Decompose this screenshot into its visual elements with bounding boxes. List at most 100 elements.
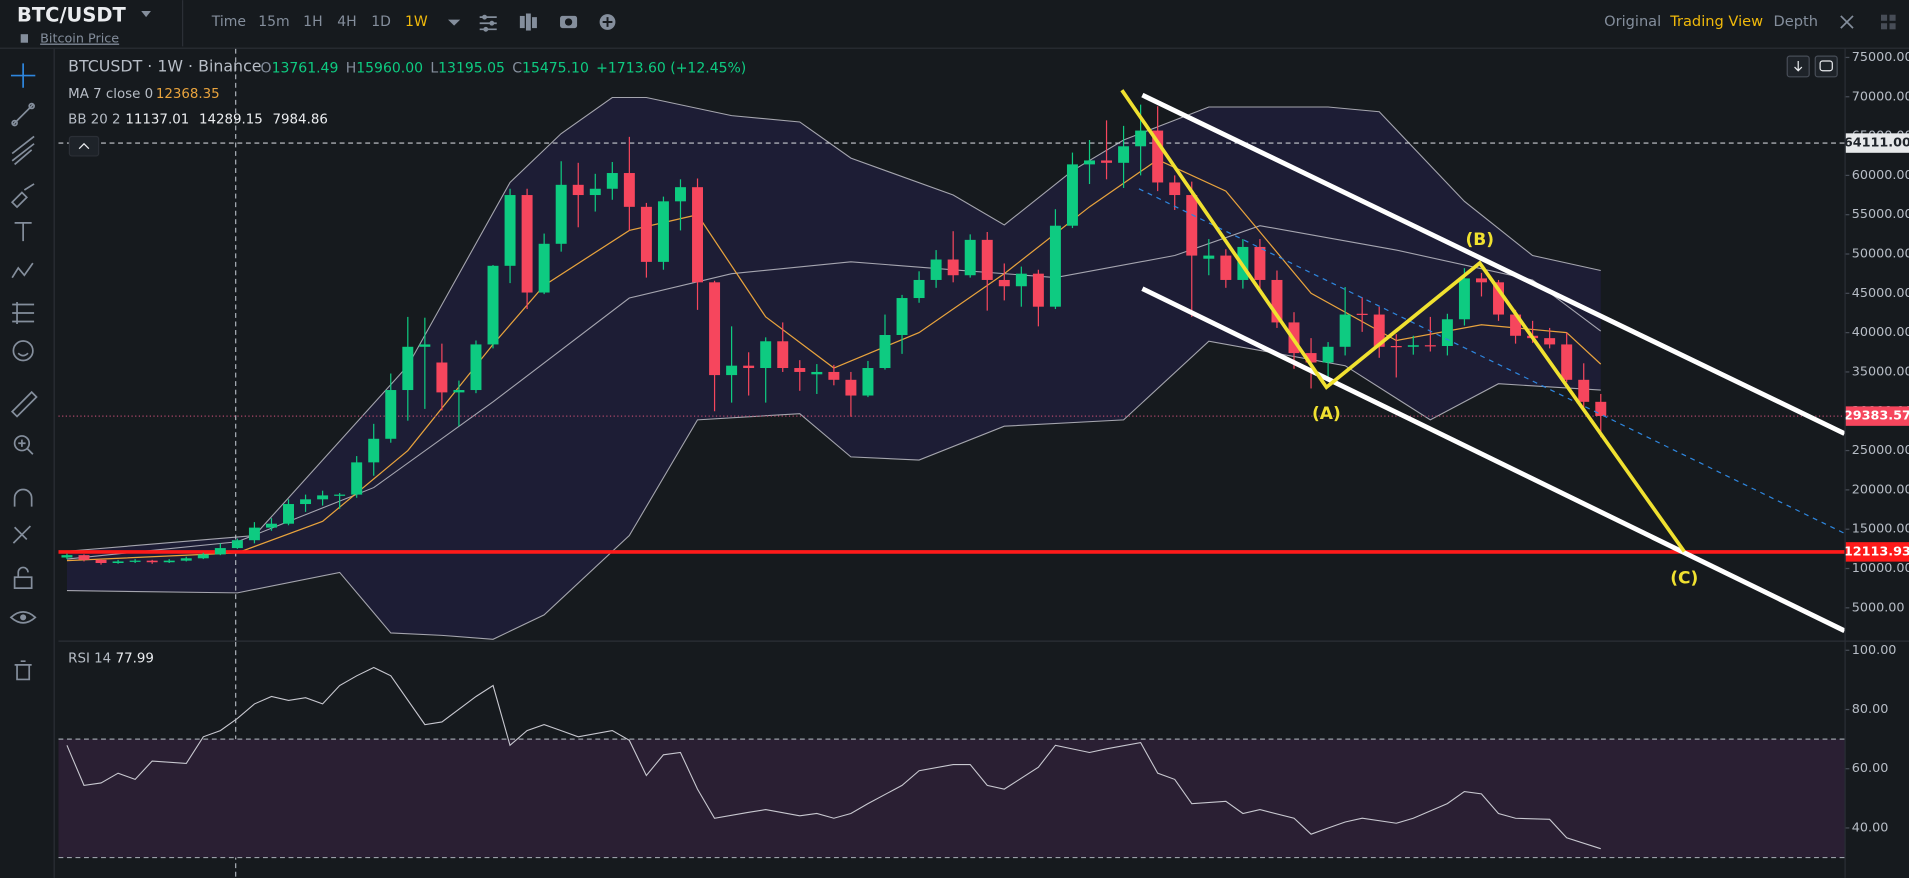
brush-tool[interactable] (10, 183, 35, 209)
ohlc-key: C (512, 60, 522, 76)
ma-label: MA 7 close 0 (68, 87, 153, 102)
candle-body (777, 341, 789, 369)
interval-dropdown[interactable] (448, 19, 461, 26)
candle-body (692, 187, 704, 283)
candle-body (1424, 345, 1436, 347)
ohlc-key: H (346, 60, 357, 76)
interval-button[interactable]: 1W (405, 14, 428, 30)
screenshot-icon[interactable] (560, 15, 578, 29)
view-button[interactable]: Trading View (1669, 13, 1763, 30)
view-button[interactable]: Depth (1774, 13, 1818, 30)
y-tick-label: 45000.00 (1852, 286, 1909, 301)
candle-body (862, 368, 874, 396)
candle-body (334, 494, 346, 496)
rsi-tick-label: 100.00 (1852, 643, 1897, 658)
rsi-value: 77.99 (116, 652, 154, 667)
pattern-tool[interactable] (11, 262, 34, 279)
y-tick-label: 60000.00 (1852, 168, 1909, 183)
y-tick-label: 70000.00 (1852, 89, 1909, 104)
y-tick-label: 75000.00 (1852, 50, 1909, 65)
measure-tool[interactable] (12, 302, 35, 324)
candle-body (589, 188, 601, 196)
trendline-tool[interactable] (11, 102, 35, 127)
candle-body (1271, 279, 1283, 323)
candle-body (879, 334, 891, 369)
subtitle-link[interactable]: Bitcoin Price (40, 32, 119, 47)
y-tick-label: 25000.00 (1852, 443, 1909, 458)
view-button[interactable]: Original (1604, 13, 1661, 30)
bb-value: 11137.01 (125, 112, 189, 127)
candle-body (709, 282, 721, 376)
settings-button[interactable] (1814, 55, 1838, 78)
add-icon[interactable] (599, 14, 616, 30)
candle-body (1407, 345, 1419, 347)
ohlc-value: 13195.05 (438, 60, 505, 76)
magnet-tool[interactable] (13, 488, 33, 507)
interval-button[interactable]: 1D (371, 14, 391, 30)
candle-body (657, 201, 669, 262)
candle-body (1084, 160, 1095, 165)
candle-body (896, 298, 908, 335)
price-label-box (1845, 406, 1909, 426)
ruler-tool[interactable] (10, 390, 38, 418)
candle-body (112, 561, 124, 564)
candle-body (487, 265, 499, 345)
symbol[interactable]: BTC/USDT (17, 3, 127, 26)
price-label-box (1845, 133, 1909, 153)
candle-body (1118, 146, 1130, 163)
candle-body (146, 560, 158, 563)
candle-body (1322, 346, 1334, 363)
interval-button[interactable]: 4H (337, 14, 356, 30)
rsi-tick-label: 60.00 (1852, 761, 1889, 776)
legend-ohlc: O13761.49 H15960.00 L13195.05 C15475.10 +171… (261, 60, 747, 76)
y-tick-label: 55000.00 (1852, 207, 1909, 222)
candle-body (947, 259, 959, 276)
crosshair-tool[interactable] (10, 63, 36, 88)
price-label: 29383.57 (1844, 409, 1909, 424)
ohlc-value: 15960.00 (356, 60, 423, 76)
bollinger-middle (66, 225, 1602, 560)
fib-tool[interactable] (11, 135, 35, 166)
indicator-icon[interactable] (479, 14, 497, 32)
candle-body (1373, 314, 1385, 347)
rsi-tick-label: 40.00 (1852, 820, 1889, 835)
rsi-line (66, 666, 1601, 850)
trend-line (1141, 92, 1845, 436)
chart-type-icon[interactable] (519, 13, 537, 31)
price-label-box (1845, 542, 1909, 562)
candle-body (538, 243, 550, 293)
candle-body (385, 390, 397, 439)
rsi-band (58, 739, 1845, 858)
candle-body (1578, 379, 1590, 402)
interval-button[interactable]: 15m (258, 14, 289, 30)
delete-tool[interactable] (14, 660, 32, 681)
interval-button[interactable]: 1H (303, 14, 322, 30)
collapse-legend[interactable] (68, 135, 100, 157)
candle-body (845, 379, 857, 396)
candle-body (1305, 353, 1317, 363)
fullscreen-icon[interactable] (1840, 15, 1854, 29)
lock-tool[interactable] (13, 566, 33, 589)
price-label: 64111.00 (1844, 136, 1909, 151)
zoom-tool[interactable] (13, 435, 34, 455)
lock-draw-tool[interactable] (12, 525, 32, 544)
candle-body (1203, 255, 1215, 259)
candle-body (129, 560, 141, 562)
scroll-button[interactable] (1786, 55, 1810, 78)
text-tool[interactable] (14, 222, 32, 242)
bb-label: BB 20 2 (68, 112, 120, 127)
y-tick-label: 35000.00 (1852, 364, 1909, 379)
symbol-dropdown[interactable] (141, 11, 151, 18)
ohlc-value: 15475.10 (522, 60, 589, 76)
visibility-tool[interactable] (9, 611, 37, 624)
layout-icon[interactable] (1880, 14, 1896, 30)
trend-line (1138, 188, 1845, 534)
candle-body (368, 438, 380, 463)
candle-body (998, 279, 1010, 287)
candle-body (811, 371, 823, 375)
interval-button[interactable]: Time (211, 14, 246, 30)
candle-body (623, 173, 635, 207)
emoji-tool[interactable] (12, 340, 34, 362)
ohlc-key: O (261, 60, 272, 76)
